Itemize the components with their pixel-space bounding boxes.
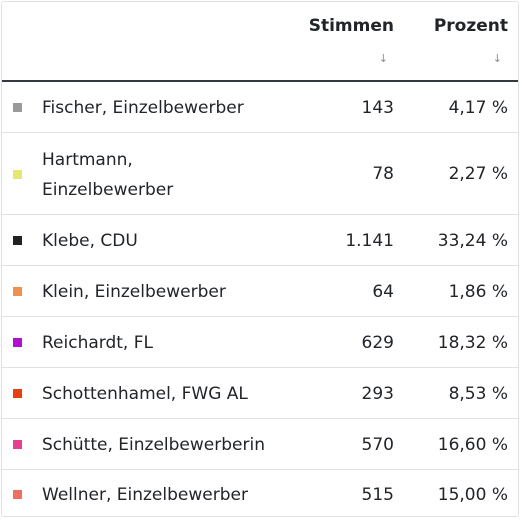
table-row: Schottenhamel, FWG AL 293 8,53 % — [2, 368, 518, 419]
candidate-name: Wellner, Einzelbewerber — [42, 485, 248, 505]
votes-value: 1.141 — [345, 231, 394, 251]
candidate-name: Klein, Einzelbewerber — [42, 282, 226, 302]
percent-value: 15,00 % — [437, 485, 508, 505]
table-row: Hartmann, Einzelbewerber 78 2,27 % — [2, 133, 518, 215]
percent-value: 2,27 % — [448, 164, 508, 184]
table-row: Reichardt, FL 629 18,32 % — [2, 317, 518, 368]
candidate-name: Reichardt, FL — [42, 333, 153, 353]
votes-value: 515 — [361, 485, 394, 505]
candidate-name: Schottenhamel, FWG AL — [42, 384, 248, 404]
color-swatch — [13, 287, 22, 296]
candidate-name: Fischer, Einzelbewerber — [42, 98, 244, 118]
sort-arrow-icon[interactable]: ↓ — [378, 52, 388, 65]
color-swatch — [13, 440, 22, 449]
color-swatch — [13, 389, 22, 398]
table-header: Stimmen Prozent ↓ ↓ — [2, 2, 518, 82]
percent-value: 33,24 % — [437, 231, 508, 251]
table-row: Schütte, Einzelbewerberin 570 16,60 % — [2, 419, 518, 470]
color-swatch — [13, 170, 22, 179]
table-row: Fischer, Einzelbewerber 143 4,17 % — [2, 82, 518, 133]
color-swatch — [13, 338, 22, 347]
table-row: Wellner, Einzelbewerber 515 15,00 % — [2, 470, 518, 516]
percent-value: 8,53 % — [448, 384, 508, 404]
candidate-name: Schütte, Einzelbewerberin — [42, 435, 265, 455]
sort-arrow-icon[interactable]: ↓ — [492, 52, 502, 65]
color-swatch — [13, 236, 22, 245]
votes-value: 143 — [361, 98, 394, 118]
votes-value: 293 — [361, 384, 394, 404]
percent-value: 16,60 % — [437, 435, 508, 455]
color-swatch — [13, 490, 22, 499]
candidate-name: Klebe, CDU — [42, 231, 138, 251]
table-row: Klebe, CDU 1.141 33,24 % — [2, 215, 518, 266]
votes-value: 64 — [372, 282, 394, 302]
votes-value: 570 — [361, 435, 394, 455]
column-header-percent[interactable]: Prozent — [433, 16, 508, 36]
percent-value: 4,17 % — [448, 98, 508, 118]
votes-value: 78 — [372, 164, 394, 184]
percent-value: 18,32 % — [437, 333, 508, 353]
color-swatch — [13, 103, 22, 112]
candidate-name-continued: Einzelbewerber — [42, 180, 174, 200]
table-row: Klein, Einzelbewerber 64 1,86 % — [2, 266, 518, 317]
votes-value: 629 — [361, 333, 394, 353]
column-header-votes[interactable]: Stimmen — [308, 16, 394, 36]
candidate-name: Hartmann, — [42, 150, 133, 170]
percent-value: 1,86 % — [448, 282, 508, 302]
